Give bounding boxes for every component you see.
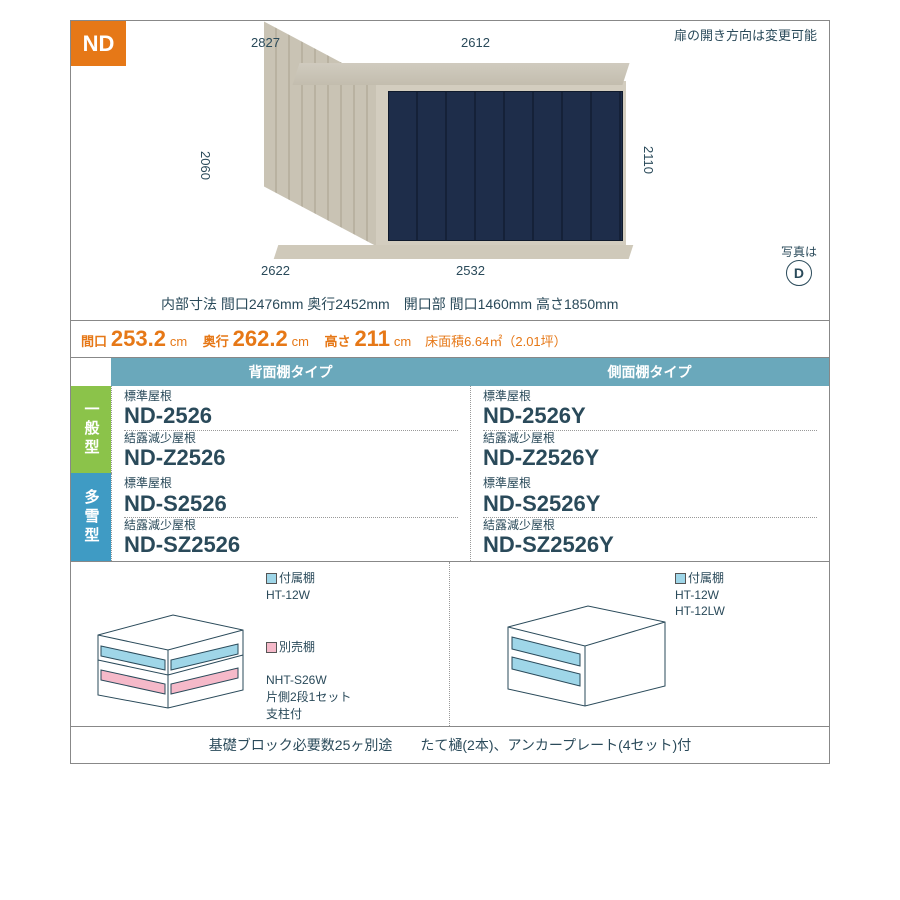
stat-depth-label: 奥行 xyxy=(203,334,229,349)
dim-base-depth: 2622 xyxy=(261,263,290,278)
roof-std-label-4: 標準屋根 xyxy=(483,476,817,490)
dim-roof-depth: 2827 xyxy=(251,35,280,50)
shelf-diagrams: 付属棚 HT-12W 別売棚 NHT-S26W 片側2段1セット 支柱付 xyxy=(71,562,829,727)
dim-front-height: 2110 xyxy=(641,146,656,174)
stat-height-label: 高さ xyxy=(325,334,351,349)
stat-width-value: 253.2 xyxy=(111,326,166,351)
model-gen-side-cond: ND-Z2526Y xyxy=(483,445,817,470)
product-illustration: 2827 2612 2060 2110 2622 2532 xyxy=(206,41,706,271)
cell-snow-side: 標準屋根 ND-S2526Y 結露減少屋根 ND-SZ2526Y xyxy=(470,473,829,560)
internal-dimensions: 内部寸法 間口2476mm 奥行2452mm 開口部 間口1460mm 高さ18… xyxy=(161,294,618,314)
header-back-shelf: 背面棚タイプ xyxy=(111,358,470,386)
dim-roof-width: 2612 xyxy=(461,35,490,50)
model-gen-side-std: ND-2526Y xyxy=(483,403,817,428)
cell-general-back: 標準屋根 ND-2526 結露減少屋根 ND-Z2526 xyxy=(111,386,470,473)
header-side-shelf: 側面棚タイプ xyxy=(470,358,829,386)
shelf-side-diagram: 付属棚 HT-12W HT-12LW xyxy=(450,562,829,726)
photo-label: 写真は xyxy=(781,243,817,260)
stat-height-value: 211 xyxy=(354,326,390,351)
model-snow-side-std: ND-S2526Y xyxy=(483,491,817,516)
included-model-right-1: HT-12W xyxy=(675,588,719,602)
included-model-right-2: HT-12LW xyxy=(675,604,725,618)
series-badge: ND xyxy=(71,21,126,66)
legend-optional-left: 別売棚 NHT-S26W 片側2段1セット 支柱付 xyxy=(266,622,351,723)
roof-std-label: 標準屋根 xyxy=(124,389,458,403)
stat-depth-value: 262.2 xyxy=(233,326,288,351)
model-gen-back-cond: ND-Z2526 xyxy=(124,445,458,470)
stat-width-label: 間口 xyxy=(81,334,107,349)
legend-included-left: 付属棚 HT-12W xyxy=(266,570,315,604)
shed-drawing xyxy=(296,63,626,258)
roof-cond-label-2: 結露減少屋根 xyxy=(483,431,817,445)
shelf-back-diagram: 付属棚 HT-12W 別売棚 NHT-S26W 片側2段1セット 支柱付 xyxy=(71,562,450,726)
type-snow-label: 多雪型 xyxy=(71,473,111,560)
dim-base-width: 2532 xyxy=(456,263,485,278)
model-snow-back-cond: ND-SZ2526 xyxy=(124,532,458,557)
wireframe-right xyxy=(500,594,680,709)
wireframe-left xyxy=(93,600,258,710)
product-image-section: ND 扉の開き方向は変更可能 2827 2612 2060 2110 2622 … xyxy=(71,21,829,321)
type-general-label: 一般型 xyxy=(71,386,111,473)
roof-cond-label: 結露減少屋根 xyxy=(124,431,458,445)
model-snow-back-std: ND-S2526 xyxy=(124,491,458,516)
product-spec-card: ND 扉の開き方向は変更可能 2827 2612 2060 2110 2622 … xyxy=(70,20,830,764)
cell-general-side: 標準屋根 ND-2526Y 結露減少屋根 ND-Z2526Y xyxy=(470,386,829,473)
optional-model-left: NHT-S26W 片側2段1セット 支柱付 xyxy=(266,673,351,721)
stat-height-unit: cm xyxy=(394,334,411,349)
photo-variant-badge: 写真は D xyxy=(781,243,817,286)
stat-floor-area: 床面積6.64㎡（2.01坪） xyxy=(425,334,567,349)
model-snow-side-cond: ND-SZ2526Y xyxy=(483,532,817,557)
model-number-grid: 背面棚タイプ 側面棚タイプ 一般型 標準屋根 ND-2526 結露減少屋根 ND… xyxy=(71,358,829,562)
stat-depth-unit: cm xyxy=(292,334,309,349)
model-gen-back-std: ND-2526 xyxy=(124,403,458,428)
roof-cond-label-3: 結露減少屋根 xyxy=(124,518,458,532)
photo-letter: D xyxy=(786,260,812,286)
roof-cond-label-4: 結露減少屋根 xyxy=(483,518,817,532)
key-dimensions-row: 間口 253.2 cm 奥行 262.2 cm 高さ 211 cm 床面積6.6… xyxy=(71,321,829,358)
included-model-left: HT-12W xyxy=(266,588,310,602)
roof-std-label-2: 標準屋根 xyxy=(483,389,817,403)
cell-snow-back: 標準屋根 ND-S2526 結露減少屋根 ND-SZ2526 xyxy=(111,473,470,560)
legend-included-right: 付属棚 HT-12W HT-12LW xyxy=(675,570,725,620)
stat-width-unit: cm xyxy=(170,334,187,349)
footer-note: 基礎ブロック必要数25ヶ別途 たて樋(2本)、アンカープレート(4セット)付 xyxy=(71,727,829,763)
header-spacer xyxy=(71,358,111,386)
roof-std-label-3: 標準屋根 xyxy=(124,476,458,490)
dim-side-height: 2060 xyxy=(198,151,213,180)
